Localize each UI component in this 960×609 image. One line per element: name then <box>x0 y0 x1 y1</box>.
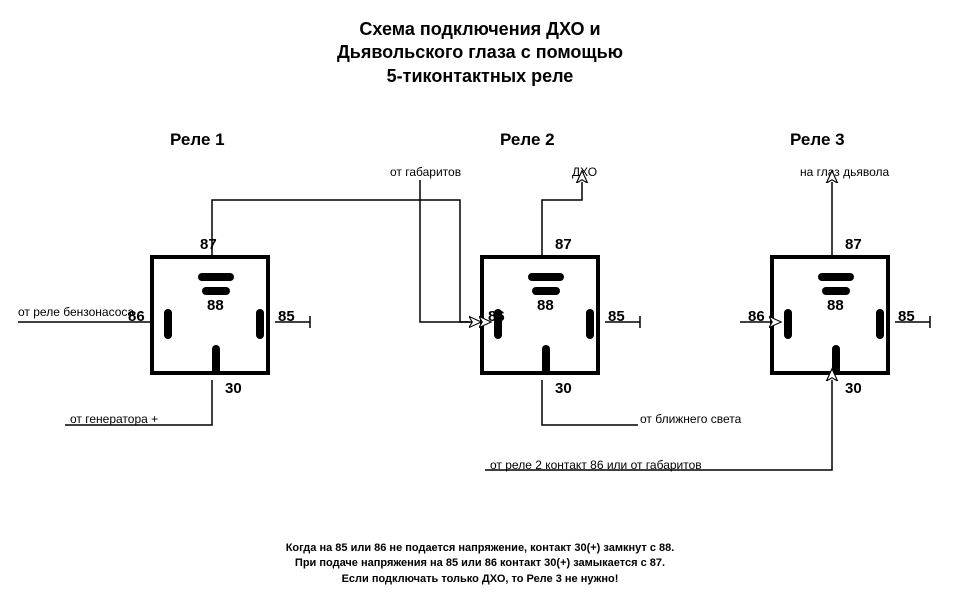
relay-2-label-88: 88 <box>537 297 554 314</box>
title-line-3: 5-тиконтактных реле <box>0 65 960 88</box>
relay-1-pin-87b <box>202 287 230 295</box>
label-from-low-beam: от ближнего света <box>640 412 741 426</box>
footer-line-2: При подаче напряжения на 85 или 86 конта… <box>0 556 960 571</box>
relay-1-label-87: 87 <box>200 236 217 253</box>
title-line-2: Дьявольского глаза с помощью <box>0 41 960 64</box>
footer-line-3: Если подключать только ДХО, то Реле 3 не… <box>0 572 960 587</box>
relay-1-label-88: 88 <box>207 297 224 314</box>
relay-1-label-85: 85 <box>278 308 295 325</box>
label-devil-eye: на глаз дьявола <box>800 165 889 179</box>
label-from-parking-lights: от габаритов <box>390 165 461 179</box>
relay-3-label-30: 30 <box>845 380 862 397</box>
relay-2-label-30: 30 <box>555 380 572 397</box>
relay-3-box: 88 <box>770 255 890 375</box>
relay-2-name: Реле 2 <box>500 130 555 150</box>
relay-3-pin-30 <box>832 345 840 375</box>
relay-3-pin-85 <box>876 309 884 339</box>
relay-2-label-87: 87 <box>555 236 572 253</box>
relay-1-pin-85 <box>256 309 264 339</box>
relay-2-pin-87a <box>528 273 564 281</box>
relay-1-label-86: 86 <box>128 308 145 325</box>
relay-1-box: 88 <box>150 255 270 375</box>
relay-3-pin-86 <box>784 309 792 339</box>
relay-3-label-87: 87 <box>845 236 862 253</box>
label-fuel-pump-relay: от реле бензонасоса <box>18 305 134 319</box>
relay-3-name: Реле 3 <box>790 130 845 150</box>
title-line-1: Схема подключения ДХО и <box>0 18 960 41</box>
relay-3-label-88: 88 <box>827 297 844 314</box>
label-generator-plus: от генератора + <box>70 412 158 426</box>
relay-1-pin-87a <box>198 273 234 281</box>
relay-2-label-85: 85 <box>608 308 625 325</box>
footer-notes: Когда на 85 или 86 не подается напряжени… <box>0 541 960 587</box>
relay-3-label-85: 85 <box>898 308 915 325</box>
relay-1-name: Реле 1 <box>170 130 225 150</box>
relay-1-pin-30 <box>212 345 220 375</box>
relay-3-label-86: 86 <box>748 308 765 325</box>
relay-1-pin-86 <box>164 309 172 339</box>
diagram-title: Схема подключения ДХО и Дьявольского гла… <box>0 0 960 88</box>
relay-1-label-30: 30 <box>225 380 242 397</box>
relay-2-label-86: 86 <box>488 308 505 325</box>
relay-3-pin-87b <box>822 287 850 295</box>
relay-2-pin-87b <box>532 287 560 295</box>
footer-line-1: Когда на 85 или 86 не подается напряжени… <box>0 541 960 556</box>
label-from-relay2-86: от реле 2 контакт 86 или от габаритов <box>490 458 702 472</box>
relay-2-pin-85 <box>586 309 594 339</box>
relay-2-pin-30 <box>542 345 550 375</box>
relay-3-pin-87a <box>818 273 854 281</box>
label-drl: ДХО <box>572 165 597 179</box>
